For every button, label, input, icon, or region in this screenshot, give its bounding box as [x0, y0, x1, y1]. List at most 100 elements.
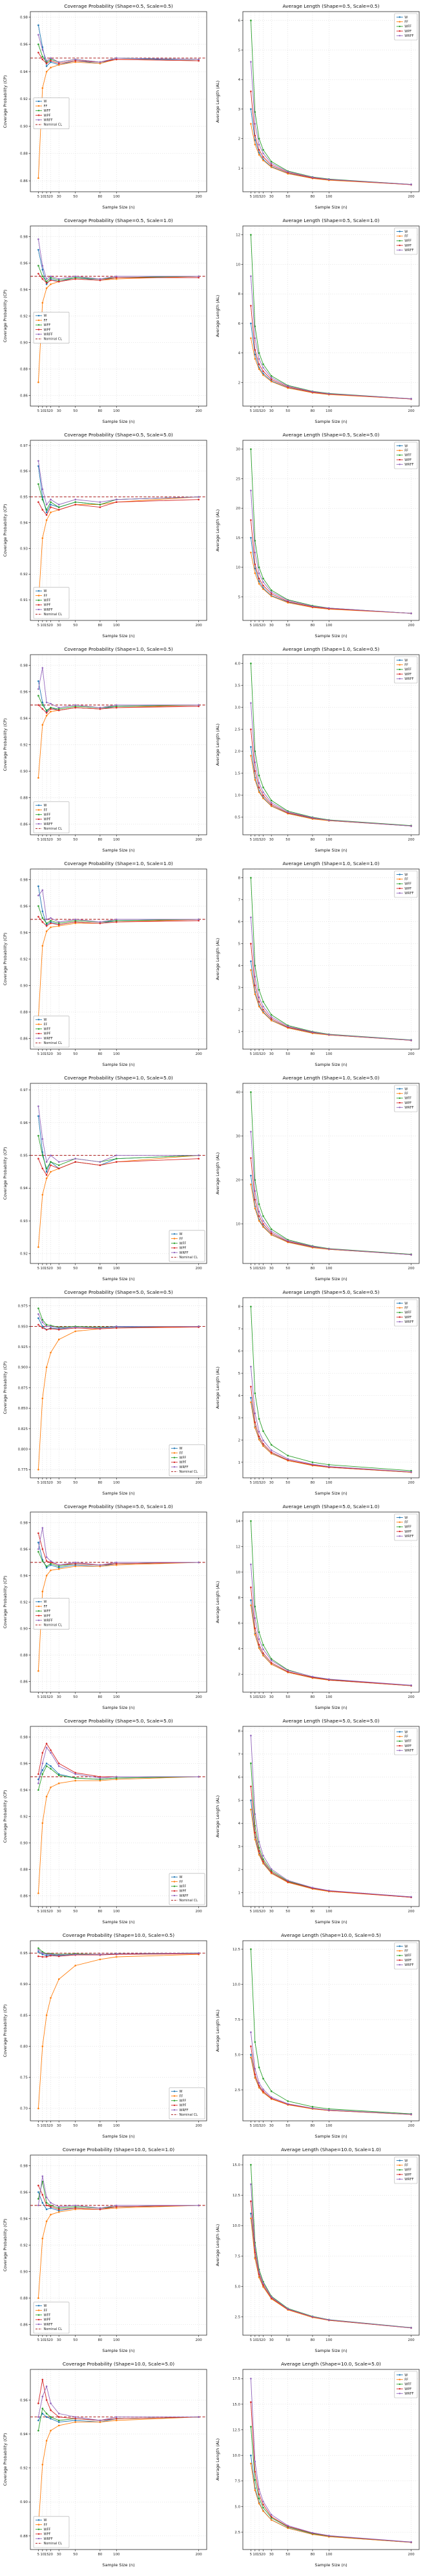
- series-marker-wpf: [37, 52, 39, 54]
- series-marker-wff: [250, 234, 252, 236]
- x-tick-label: 50: [285, 2338, 290, 2342]
- series-marker-wff: [50, 1768, 52, 1770]
- x-tick-label: 10: [40, 1695, 45, 1699]
- y-tick-label: 0.98: [20, 2164, 28, 2168]
- y-tick-label: 17.5: [233, 2377, 240, 2381]
- series-marker-wrff: [311, 1675, 314, 1678]
- series-marker-wff: [37, 1551, 39, 1553]
- series-marker-ff: [41, 2237, 44, 2240]
- series-marker-wrff: [311, 605, 314, 608]
- al-shape-10-0-scale-1-0-plot: 5 10 15 20 30 50 80 100 200 2.5 5.0 7.5 10.0 12.5 15.0…: [212, 2143, 425, 2358]
- y-tick-label: 6: [238, 1350, 241, 1354]
- series-marker-wpf: [270, 593, 273, 595]
- series-marker-wff: [250, 877, 252, 879]
- x-tick-label: 20: [48, 2124, 53, 2128]
- series-marker-ff: [57, 925, 60, 927]
- x-tick-label: 30: [269, 1481, 274, 1485]
- series-marker-wrff: [250, 2031, 252, 2033]
- y-axis-label: Coverage Probability (CP): [3, 290, 8, 343]
- series-marker-wff: [37, 483, 39, 486]
- x-tick-label: 15: [45, 1910, 49, 1914]
- cp-shape-10-0-scale-5-0-plot: 5 10 15 20 30 50 80 100 200 0.88 0.90 0.92 0.94 0.96 C…: [0, 2358, 212, 2572]
- series-marker-ff: [258, 1220, 260, 1222]
- series-marker-wpf: [74, 706, 76, 709]
- series-marker-ff: [57, 1782, 60, 1784]
- x-tick-label: 100: [326, 409, 333, 413]
- series-marker-w: [45, 511, 48, 513]
- series-marker-wff: [254, 2041, 256, 2043]
- cp-shape-10-0-scale-1-0: 5 10 15 20 30 50 80 100 200 0.86 0.88 0.90 0.92 0.94 0…: [0, 2143, 212, 2358]
- cp-shape-5-0-scale-1-0-plot: 5 10 15 20 30 50 80 100 200 0.86 0.88 0.90 0.92 0.94 0…: [0, 1500, 212, 1715]
- series-marker-w: [37, 1778, 39, 1781]
- legend-label: WRFF: [404, 1106, 413, 1110]
- y-tick-label: 12.5: [233, 2194, 240, 2198]
- y-tick-label: 2.5: [234, 2531, 240, 2535]
- x-tick-label: 10: [40, 1481, 45, 1485]
- chart-title: Average Length (Shape=1.0, Scale=5.0): [283, 1075, 380, 1081]
- x-tick-label: 15: [45, 2553, 49, 2557]
- series-marker-wrff: [57, 278, 60, 280]
- legend-label: FF: [404, 1092, 408, 1096]
- series-marker-wpf: [50, 1749, 52, 1752]
- chart-title: Coverage Probability (Shape=0.5, Scale=5…: [64, 432, 173, 438]
- x-tick-label: 20: [48, 838, 53, 842]
- legend-label: WRFF: [404, 2392, 413, 2396]
- series-marker-ff: [254, 2077, 256, 2079]
- series-marker-wpf: [198, 1158, 200, 1160]
- legend-label: WPF: [44, 2318, 51, 2322]
- cp-shape-5-0-scale-5-0-plot: 5 10 15 20 30 50 80 100 200 0.86 0.88 0.90 0.92 0.94 0…: [0, 1715, 212, 1929]
- plot-background: [0, 857, 212, 1072]
- y-tick-label: 8: [238, 292, 241, 296]
- series-marker-wrff: [258, 1841, 260, 1843]
- series-marker-wpf: [198, 59, 200, 62]
- y-tick-label: 0.86: [20, 823, 28, 827]
- x-tick-label: 200: [408, 1052, 415, 1056]
- y-axis-label: Coverage Probability (CP): [3, 504, 8, 557]
- legend-label: Nominal CL: [180, 1899, 198, 1903]
- legend-label: WFF: [404, 2383, 411, 2387]
- series-marker-wrff: [328, 1678, 330, 1681]
- series-marker-wff: [250, 1091, 252, 1093]
- series-marker-wrff: [74, 2416, 76, 2418]
- y-tick-label: 3: [238, 1845, 240, 1849]
- series-marker-wrff: [50, 2202, 52, 2204]
- legend-label: W: [404, 1945, 408, 1948]
- x-tick-label: 30: [57, 2553, 61, 2557]
- series-marker-ff: [270, 595, 273, 597]
- series-marker-wpf: [37, 1773, 39, 1775]
- series-marker-wff: [45, 1765, 48, 1767]
- series-marker-wff: [262, 786, 264, 788]
- plot-background: [0, 1500, 212, 1715]
- series-marker-wrff: [41, 1763, 44, 1764]
- series-marker-wrff: [270, 1016, 273, 1018]
- x-tick-label: 10: [40, 838, 45, 842]
- series-marker-w: [45, 65, 48, 67]
- series-marker-ff: [45, 2440, 48, 2442]
- legend-label: Nominal CL: [44, 1624, 63, 1628]
- x-tick-label: 100: [326, 1910, 333, 1914]
- legend-label: WPF: [404, 244, 411, 248]
- cp-shape-1-0-scale-5-0: 5 10 15 20 30 50 80 100 200 0.92 0.93 0.94 0.95 0.96 0…: [0, 1072, 212, 1286]
- series-marker-wrff: [198, 1775, 200, 1778]
- y-tick-label: 2: [238, 1868, 240, 1872]
- series-marker-wpf: [270, 164, 273, 167]
- series-marker-ff: [254, 1839, 256, 1841]
- series-marker-ff: [50, 1997, 52, 1999]
- series-marker-wrff: [311, 2531, 314, 2534]
- series-marker-wrff: [198, 1154, 200, 1156]
- series-marker-wpf: [74, 278, 76, 280]
- series-marker-wpf: [41, 921, 44, 923]
- series-marker-wrff: [254, 2247, 256, 2249]
- series-marker-wpf: [258, 148, 260, 151]
- y-tick-label: 3.5: [234, 684, 240, 688]
- legend-label: WRFF: [404, 1963, 413, 1967]
- series-marker-ff: [37, 177, 39, 179]
- series-marker-wrff: [74, 1158, 76, 1160]
- y-tick-label: 0.98: [20, 878, 28, 882]
- x-tick-label: 30: [269, 2338, 274, 2342]
- legend-label: Nominal CL: [44, 2542, 63, 2546]
